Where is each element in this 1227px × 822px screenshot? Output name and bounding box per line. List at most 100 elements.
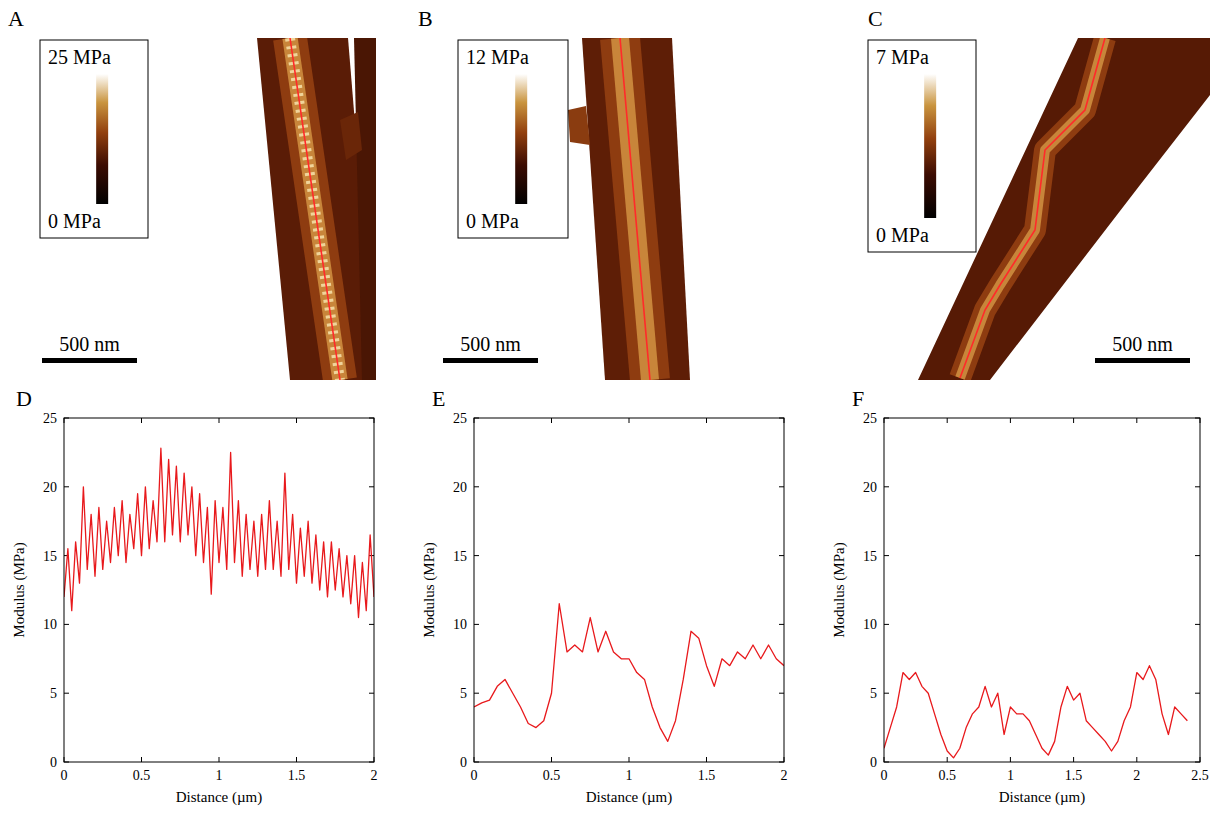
- y-tick: [64, 624, 69, 625]
- y-axis-title: Modulus (MPa): [11, 542, 28, 637]
- y-axis-title: Modulus (MPa): [831, 542, 848, 637]
- x-tick-top: [947, 418, 948, 423]
- x-tick-top: [1010, 418, 1011, 423]
- colorbar-label: 0 MPa: [876, 224, 929, 246]
- x-tick-label: 2.5: [1191, 768, 1209, 783]
- scale-bar: [443, 358, 538, 363]
- plot-data: [474, 604, 784, 742]
- figure: A 0 MPa 25 MPa 500 nm B0 MPa12 MPa500 nm C0 M…: [0, 0, 1227, 822]
- y-tick-label: 15: [43, 549, 57, 564]
- y-tick: [884, 555, 889, 556]
- x-axis-title: Distance (µm): [176, 789, 263, 806]
- x-tick-label: 1.5: [288, 768, 306, 783]
- x-tick-label: 0: [471, 768, 478, 783]
- x-tick-top: [629, 418, 630, 423]
- y-tick-label: 10: [863, 617, 877, 632]
- y-tick-label: 20: [453, 480, 467, 495]
- y-tick-right: [1195, 486, 1200, 487]
- profile-line: [884, 666, 1187, 758]
- y-tick: [474, 486, 479, 487]
- afm-panel: C0 MPa7 MPa500 nm: [868, 6, 1210, 380]
- afm-image: [568, 38, 690, 380]
- y-tick-label: 15: [453, 549, 467, 564]
- colorbar: [515, 74, 527, 204]
- colorbar: [924, 74, 936, 218]
- x-tick-top: [1073, 418, 1074, 423]
- x-tick: [947, 757, 948, 762]
- scale-bar-label: 500 nm: [59, 333, 120, 355]
- x-tick-label: 0.5: [938, 768, 956, 783]
- y-tick-right: [779, 693, 784, 694]
- y-tick-label: 20: [863, 480, 877, 495]
- colorbar: [96, 74, 108, 204]
- fiber: [582, 38, 690, 380]
- fiber-core-bright: [620, 38, 650, 380]
- x-tick: [296, 757, 297, 762]
- y-tick-right: [779, 555, 784, 556]
- x-tick-top: [219, 418, 220, 423]
- colorbar-label: 25 MPa: [48, 46, 111, 68]
- fiber-core-bright: [960, 38, 1105, 378]
- plot-frame: [474, 418, 784, 762]
- y-tick-right: [1195, 624, 1200, 625]
- y-tick-label: 5: [870, 686, 877, 701]
- x-tick-label: 2: [1133, 768, 1140, 783]
- x-tick-top: [551, 418, 552, 423]
- panel-letter: E: [432, 386, 445, 411]
- x-tick-label: 1: [216, 768, 223, 783]
- x-tick-top: [296, 418, 297, 423]
- y-tick: [64, 693, 69, 694]
- y-tick-label: 25: [863, 411, 877, 426]
- y-tick-label: 10: [43, 617, 57, 632]
- afm-image: [257, 38, 376, 380]
- plot-data: [64, 448, 374, 617]
- y-tick-right: [1195, 555, 1200, 556]
- x-tick: [1010, 757, 1011, 762]
- fiber: [340, 112, 362, 160]
- y-tick-right: [369, 624, 374, 625]
- profile-line: [64, 448, 374, 617]
- x-tick-label: 0: [881, 768, 888, 783]
- colorbar-label: 0 MPa: [48, 210, 101, 232]
- x-tick-label: 1: [626, 768, 633, 783]
- plot-frame: [64, 418, 374, 762]
- fiber-core: [620, 38, 650, 380]
- y-tick-label: 5: [50, 686, 57, 701]
- scale-bar: [1095, 358, 1190, 363]
- scale-bar-label: 500 nm: [1112, 333, 1173, 355]
- x-tick: [219, 757, 220, 762]
- x-tick: [706, 757, 707, 762]
- x-tick: [551, 757, 552, 762]
- profile-line: [474, 604, 784, 742]
- afm-panel: B0 MPa12 MPa500 nm: [418, 6, 690, 380]
- y-tick-right: [369, 693, 374, 694]
- y-tick-label: 0: [870, 755, 877, 770]
- profile-line: [290, 38, 340, 380]
- y-tick-label: 15: [863, 549, 877, 564]
- fiber-core-bright: [290, 38, 340, 380]
- x-tick-label: 0: [61, 768, 68, 783]
- x-tick-top: [141, 418, 142, 423]
- panel-letter: D: [16, 386, 32, 411]
- y-tick: [884, 693, 889, 694]
- profile-chart: D00.511.520510152025Distance (µm)Modulus…: [11, 386, 378, 806]
- x-tick: [1136, 757, 1137, 762]
- y-tick-label: 5: [460, 686, 467, 701]
- y-tick: [474, 624, 479, 625]
- x-tick: [629, 757, 630, 762]
- x-tick-label: 0.5: [543, 768, 561, 783]
- y-tick-label: 25: [43, 411, 57, 426]
- fiber-bands: [290, 38, 340, 380]
- profile-chart: F00.511.522.50510152025Distance (µm)Modu…: [831, 386, 1209, 806]
- panel-letter: B: [418, 6, 433, 31]
- colorbar-box: [868, 40, 976, 252]
- panel-letter: A: [8, 6, 24, 31]
- y-tick-label: 0: [460, 755, 467, 770]
- profile-line: [620, 38, 650, 380]
- y-tick-label: 10: [453, 617, 467, 632]
- fiber: [568, 106, 590, 145]
- profile-chart: E00.511.520510152025Distance (µm)Modulus…: [421, 386, 788, 806]
- panel-letter: F: [852, 386, 864, 411]
- plot-frame: [884, 418, 1200, 762]
- fiber-core: [290, 38, 340, 380]
